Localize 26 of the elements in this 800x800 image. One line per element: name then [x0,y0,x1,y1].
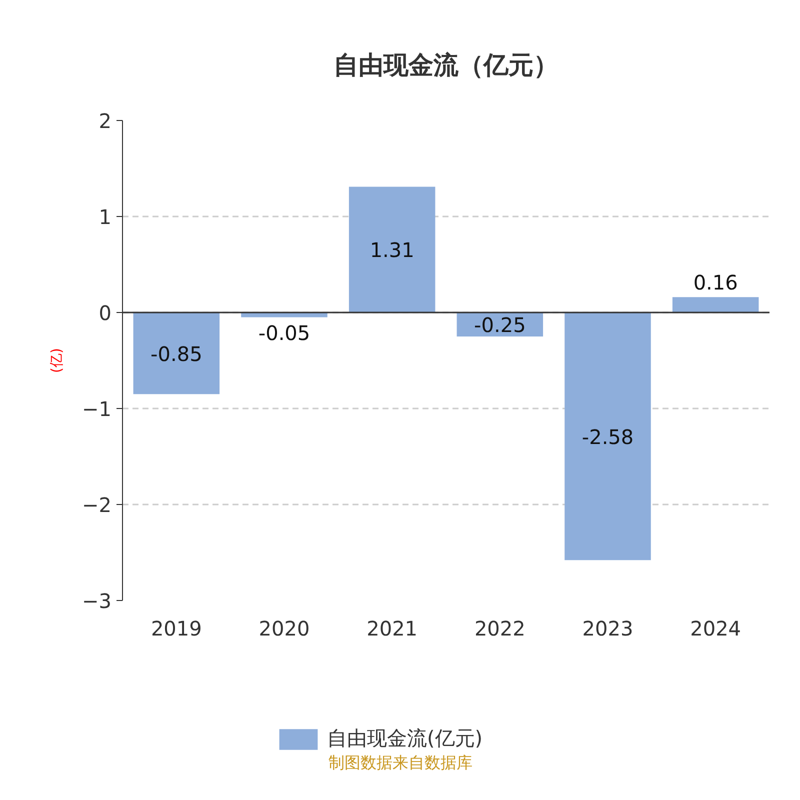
x-tick-label: 2020 [258,616,310,640]
y-tick-label: 1 [98,205,112,229]
bar [348,186,436,312]
data-label: -0.25 [474,313,526,337]
y-tick-label: −2 [82,493,112,517]
data-label: -0.05 [258,320,310,345]
x-tick-label: 2023 [582,616,634,640]
x-tick-label: 2021 [366,616,418,640]
bar [672,297,759,312]
x-tick-label: 2022 [474,616,526,640]
data-label: -2.58 [582,424,634,449]
data-label: 1.31 [370,238,414,262]
y-axis-title: (亿) [49,348,66,373]
bar [133,312,220,394]
chart-title: 自由现金流（亿元） [334,50,558,80]
data-label: 0.16 [693,270,738,295]
x-tick-label: 2019 [150,616,202,640]
text: 制图数据来自数据库 [328,753,472,772]
bar [564,312,651,560]
y-tick-label: −3 [82,589,112,613]
data-label: -0.85 [150,342,202,366]
legend-label: 自由现金流(亿元) [327,725,483,752]
x-tick-label: 2024 [690,616,742,640]
y-tick-label: 2 [98,109,112,133]
y-tick-label: −1 [82,397,112,421]
y-tick-label: 0 [98,301,112,325]
